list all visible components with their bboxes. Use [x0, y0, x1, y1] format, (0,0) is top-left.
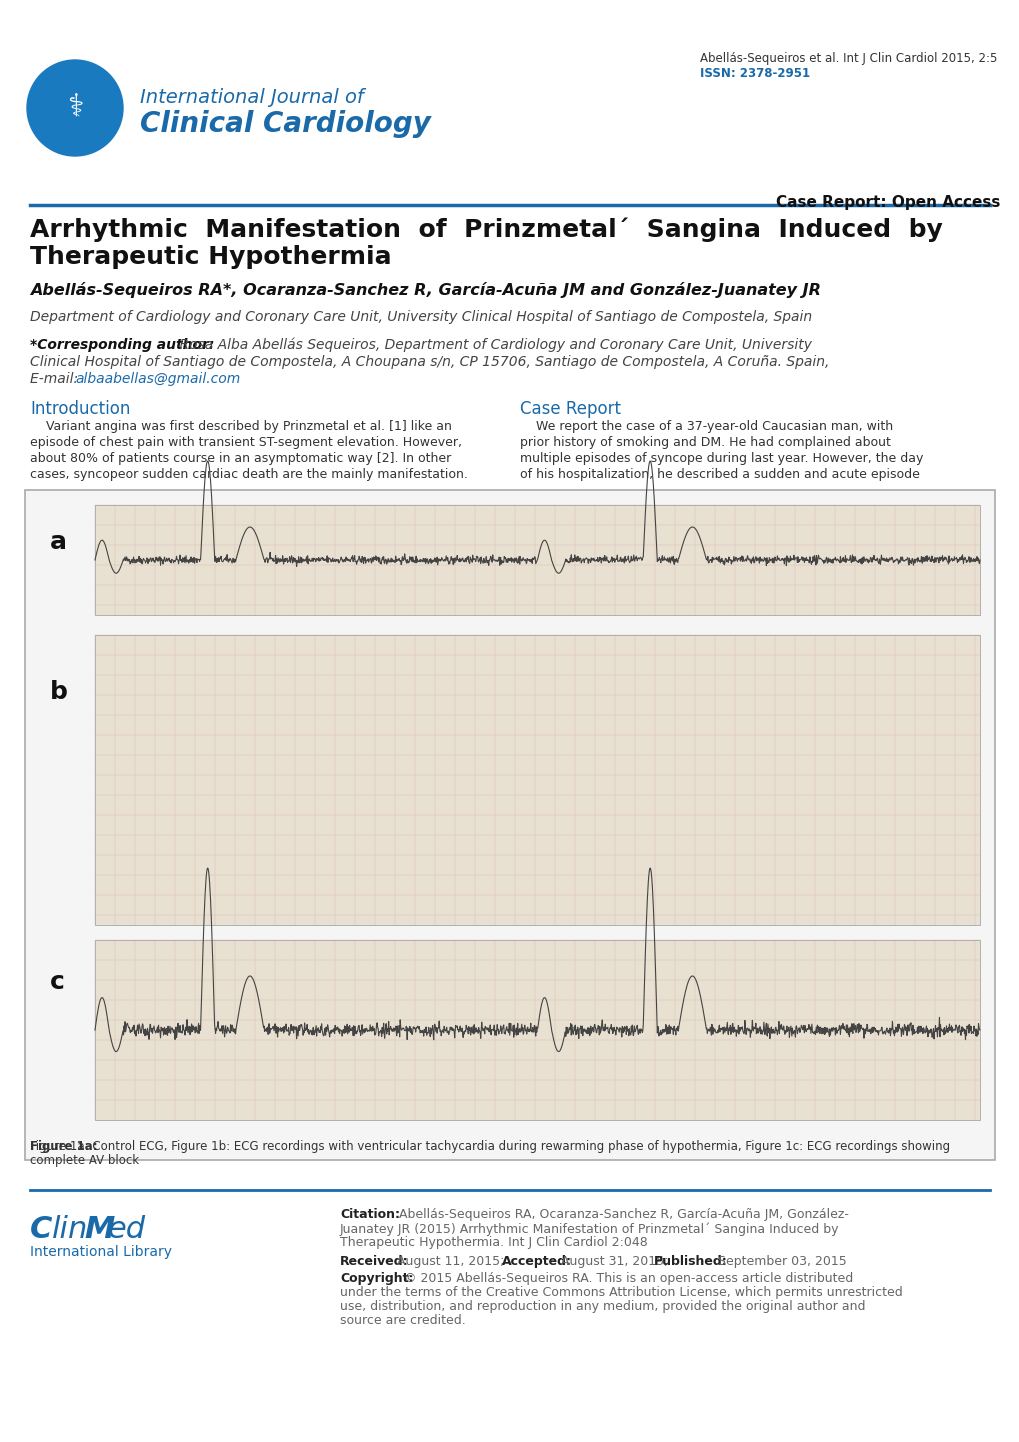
Text: multiple episodes of syncope during last year. However, the day: multiple episodes of syncope during last… — [520, 451, 922, 464]
Text: Received:: Received: — [339, 1255, 409, 1268]
Text: Figure 1a:: Figure 1a: — [30, 1141, 98, 1154]
Text: Case Report: Case Report — [520, 399, 621, 418]
Text: M: M — [84, 1216, 114, 1244]
Text: episode of chest pain with transient ST-segment elevation. However,: episode of chest pain with transient ST-… — [30, 435, 462, 448]
Text: Rosa Alba Abellás Sequeiros, Department of Cardiology and Coronary Care Unit, Un: Rosa Alba Abellás Sequeiros, Department … — [175, 337, 811, 352]
Text: Therapeutic Hypothermia. Int J Clin Cardiol 2:048: Therapeutic Hypothermia. Int J Clin Card… — [339, 1236, 647, 1249]
Text: lin: lin — [52, 1216, 89, 1244]
Text: International Journal of: International Journal of — [140, 88, 364, 107]
Text: Clinical Cardiology: Clinical Cardiology — [140, 110, 430, 138]
Text: Introduction: Introduction — [30, 399, 130, 418]
Text: albaabellas@gmail.com: albaabellas@gmail.com — [75, 372, 240, 386]
Text: Therapeutic Hypothermia: Therapeutic Hypothermia — [30, 245, 391, 270]
Text: ISSN: 2378-2951: ISSN: 2378-2951 — [699, 66, 809, 79]
Text: of his hospitalization, he described a sudden and acute episode: of his hospitalization, he described a s… — [520, 469, 919, 482]
Text: Published:: Published: — [653, 1255, 727, 1268]
Text: C: C — [30, 1216, 52, 1244]
Circle shape — [26, 61, 123, 156]
Text: Figure 1a: Control ECG, Figure 1b: ECG recordings with ventricular tachycardia d: Figure 1a: Control ECG, Figure 1b: ECG r… — [30, 1141, 949, 1154]
Text: use, distribution, and reproduction in any medium, provided the original author : use, distribution, and reproduction in a… — [339, 1301, 865, 1314]
Text: Arrhythmic  Manifestation  of  Prinzmetal´  Sangina  Induced  by: Arrhythmic Manifestation of Prinzmetal´ … — [30, 218, 942, 242]
Bar — [95, 634, 979, 924]
Text: Case Report: Open Access: Case Report: Open Access — [774, 195, 999, 211]
Text: Citation:: Citation: — [339, 1208, 399, 1221]
Text: August 11, 2015;: August 11, 2015; — [392, 1255, 507, 1268]
Text: Abellás-Sequeiros RA*, Ocaranza-Sanchez R, García-Acuña JM and González-Juanatey: Abellás-Sequeiros RA*, Ocaranza-Sanchez … — [30, 283, 820, 298]
Text: cases, syncopeor sudden cardiac death are the mainly manifestation.: cases, syncopeor sudden cardiac death ar… — [30, 469, 468, 482]
FancyBboxPatch shape — [25, 490, 994, 1159]
Text: Clinical Hospital of Santiago de Compostela, A Choupana s/n, CP 15706, Santiago : Clinical Hospital of Santiago de Compost… — [30, 355, 828, 369]
Text: *Corresponding author:: *Corresponding author: — [30, 337, 214, 352]
Text: about 80% of patients course in an asymptomatic way [2]. In other: about 80% of patients course in an asymp… — [30, 451, 450, 464]
Text: E-mail:: E-mail: — [30, 372, 83, 386]
Text: b: b — [50, 681, 68, 704]
Circle shape — [31, 63, 119, 151]
Text: International Library: International Library — [30, 1244, 172, 1259]
Text: Accepted:: Accepted: — [501, 1255, 572, 1268]
Text: a: a — [50, 531, 67, 554]
Text: prior history of smoking and DM. He had complained about: prior history of smoking and DM. He had … — [520, 435, 890, 448]
Text: source are credited.: source are credited. — [339, 1314, 466, 1327]
Text: Abellás-Sequeiros et al. Int J Clin Cardiol 2015, 2:5: Abellás-Sequeiros et al. Int J Clin Card… — [699, 52, 997, 65]
Text: Juanatey JR (2015) Arrhythmic Manifestation of Prinzmetal´ Sangina Induced by: Juanatey JR (2015) Arrhythmic Manifestat… — [339, 1221, 839, 1236]
Text: ⚕: ⚕ — [66, 94, 84, 123]
Bar — [95, 940, 979, 1120]
Text: Department of Cardiology and Coronary Care Unit, University Clinical Hospital of: Department of Cardiology and Coronary Ca… — [30, 310, 811, 324]
Text: Copyright:: Copyright: — [339, 1272, 413, 1285]
Bar — [95, 505, 979, 614]
Text: c: c — [50, 970, 65, 994]
Text: © 2015 Abellás-Sequeiros RA. This is an open-access article distributed: © 2015 Abellás-Sequeiros RA. This is an … — [399, 1272, 853, 1285]
Text: ed: ed — [108, 1216, 146, 1244]
Text: We report the case of a 37-year-old Caucasian man, with: We report the case of a 37-year-old Cauc… — [520, 420, 893, 433]
Text: Abellás-Sequeiros RA, Ocaranza-Sanchez R, García-Acuña JM, González-: Abellás-Sequeiros RA, Ocaranza-Sanchez R… — [394, 1208, 848, 1221]
Text: under the terms of the Creative Commons Attribution License, which permits unres: under the terms of the Creative Commons … — [339, 1286, 902, 1299]
Text: complete AV block: complete AV block — [30, 1154, 139, 1167]
Text: August 31, 2015;: August 31, 2015; — [556, 1255, 672, 1268]
Text: Variant angina was first described by Prinzmetal et al. [1] like an: Variant angina was first described by Pr… — [30, 420, 451, 433]
Text: September 03, 2015: September 03, 2015 — [713, 1255, 846, 1268]
